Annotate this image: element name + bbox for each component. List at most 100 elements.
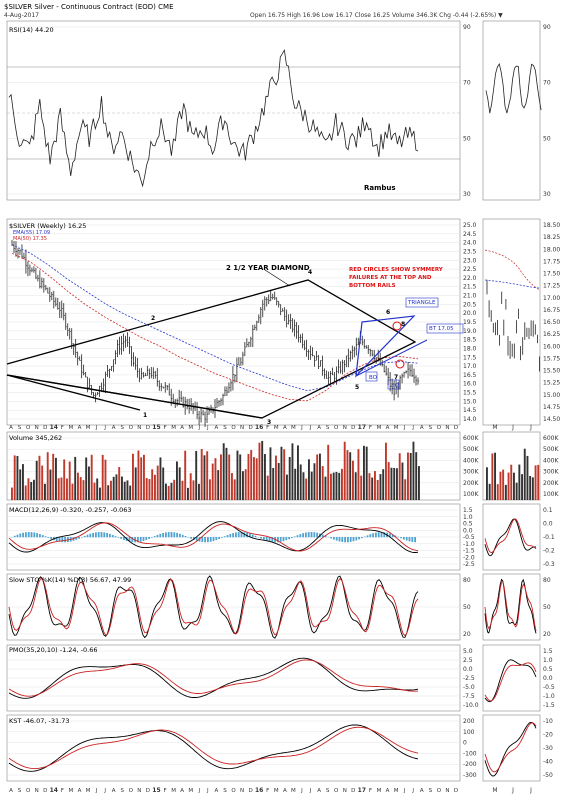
price-side-tick-label: 17.00 [543, 295, 560, 302]
side-kst-line [484, 721, 537, 777]
volume-bar [209, 479, 211, 500]
macd-histogram-bar [151, 537, 153, 538]
price-side-tick-label: 15.00 [543, 392, 560, 399]
macd-tick-label: -1.0 [463, 541, 475, 548]
pmo-title: PMO(35,20,10) -1.24, -0.66 [9, 646, 98, 654]
diamond-lower-left [6, 374, 263, 419]
sto-tick-label: 80 [463, 577, 471, 584]
macd-histogram-bar [414, 537, 416, 543]
macd-histogram-bar [207, 537, 209, 543]
macd-histogram-bar [137, 537, 139, 543]
volume-bar [374, 471, 376, 500]
side-volume-bar [494, 452, 496, 500]
macd-histogram-bar [358, 537, 360, 540]
time-axis-label: M [291, 788, 296, 794]
macd-histogram-bar [375, 532, 377, 538]
volume-bar [57, 478, 60, 500]
volume-bar [277, 463, 280, 500]
volume-bar [321, 466, 324, 500]
side-volume-bar [526, 455, 529, 500]
volume-bar [79, 477, 82, 500]
time-axis-label: S [326, 425, 330, 431]
rsi-side-frame [482, 20, 541, 201]
pmo-tick-label: -10.0 [463, 702, 479, 709]
volume-bar [101, 454, 104, 500]
volume-bar [38, 455, 41, 500]
macd-histogram-bar [361, 537, 363, 539]
volume-bar [393, 467, 396, 500]
macd-histogram-bar [366, 535, 369, 538]
pmo-side-tick-label: 1.5 [543, 648, 553, 655]
macd-histogram-bar [330, 537, 332, 539]
macd-side-tick-label: -0.1 [543, 534, 555, 541]
pmo-side-tick-label: -1.0 [543, 693, 555, 700]
macd-histogram-bar [352, 537, 355, 542]
time-axis-label: J [300, 425, 303, 431]
volume-side-tick-label: 500K [543, 446, 559, 453]
macd-histogram-bar [313, 532, 316, 538]
volume-bar [327, 444, 330, 500]
macd-histogram-bar [221, 537, 223, 538]
macd-tick-label: -0.5 [463, 534, 475, 541]
volume-bar [225, 447, 228, 500]
macd-histogram-bar [282, 537, 285, 542]
kst-side-tick-label: -40 [543, 759, 553, 766]
kst-side-tick-label: -30 [543, 745, 553, 752]
macd-histogram-bar [268, 537, 271, 542]
volume-bar [250, 450, 253, 500]
volume-bar [330, 473, 332, 500]
volume-bar [88, 466, 90, 500]
volume-bar [140, 457, 143, 500]
macd-histogram-bar [117, 537, 120, 538]
ema-line [11, 244, 419, 391]
volume-bar [167, 485, 170, 500]
time-axis-label: O [129, 425, 134, 431]
macd-histogram-bar [27, 532, 30, 538]
volume-bar [44, 483, 46, 500]
volume-bar [46, 452, 49, 500]
kst-side-tick-label: -50 [543, 772, 553, 779]
macd-histogram-bar [249, 533, 251, 538]
volume-bar [137, 450, 140, 500]
kst-tick-label: 100 [463, 729, 475, 736]
macd-histogram-bar [109, 533, 111, 538]
macd-histogram-bar [279, 537, 282, 542]
volume-bar [305, 478, 308, 500]
volume-bar [275, 455, 277, 500]
volume-bar [409, 453, 412, 500]
price-tick-label: 20.5 [463, 301, 477, 308]
side-time-axis-label: M [492, 424, 497, 431]
time-axis-label: N [137, 425, 141, 431]
volume-bar [390, 467, 393, 500]
pmo-tick-label: 5.0 [463, 648, 473, 655]
volume-bar [286, 474, 288, 500]
volume-bar [49, 469, 52, 500]
time-axis-label: S [326, 788, 330, 794]
red-note-line-3: BOTTOM RAILS [349, 283, 396, 289]
time-axis-label: N [445, 788, 449, 794]
macd-histogram-bar [263, 537, 265, 540]
macd-side-tick-label: 0.0 [543, 521, 553, 528]
macd-histogram-bar [22, 532, 24, 538]
triangle-outline [355, 315, 416, 378]
volume-bar [239, 454, 242, 500]
red-circle-top [392, 321, 402, 331]
volume-bar [335, 471, 338, 500]
side-time-axis-label: J [511, 424, 514, 431]
time-axis-label: A [78, 425, 82, 431]
time-axis-label: J [403, 425, 406, 431]
sto-tick-label: 50 [463, 604, 471, 611]
volume-bar [77, 472, 79, 500]
time-axis-label: M [171, 425, 176, 431]
macd-histogram-bar [55, 537, 58, 542]
macd-tick-label: 0.5 [463, 521, 473, 528]
volume-bar [74, 456, 77, 500]
volume-bar [217, 470, 220, 500]
macd-histogram-bar [83, 535, 86, 538]
time-axis-label: J [309, 425, 312, 431]
macd-histogram-bar [170, 532, 173, 538]
time-axis-label: F [163, 425, 166, 431]
volume-bar [387, 462, 390, 500]
rsi-tick-label: 30 [463, 191, 471, 198]
macd-histogram-bar [201, 537, 204, 543]
